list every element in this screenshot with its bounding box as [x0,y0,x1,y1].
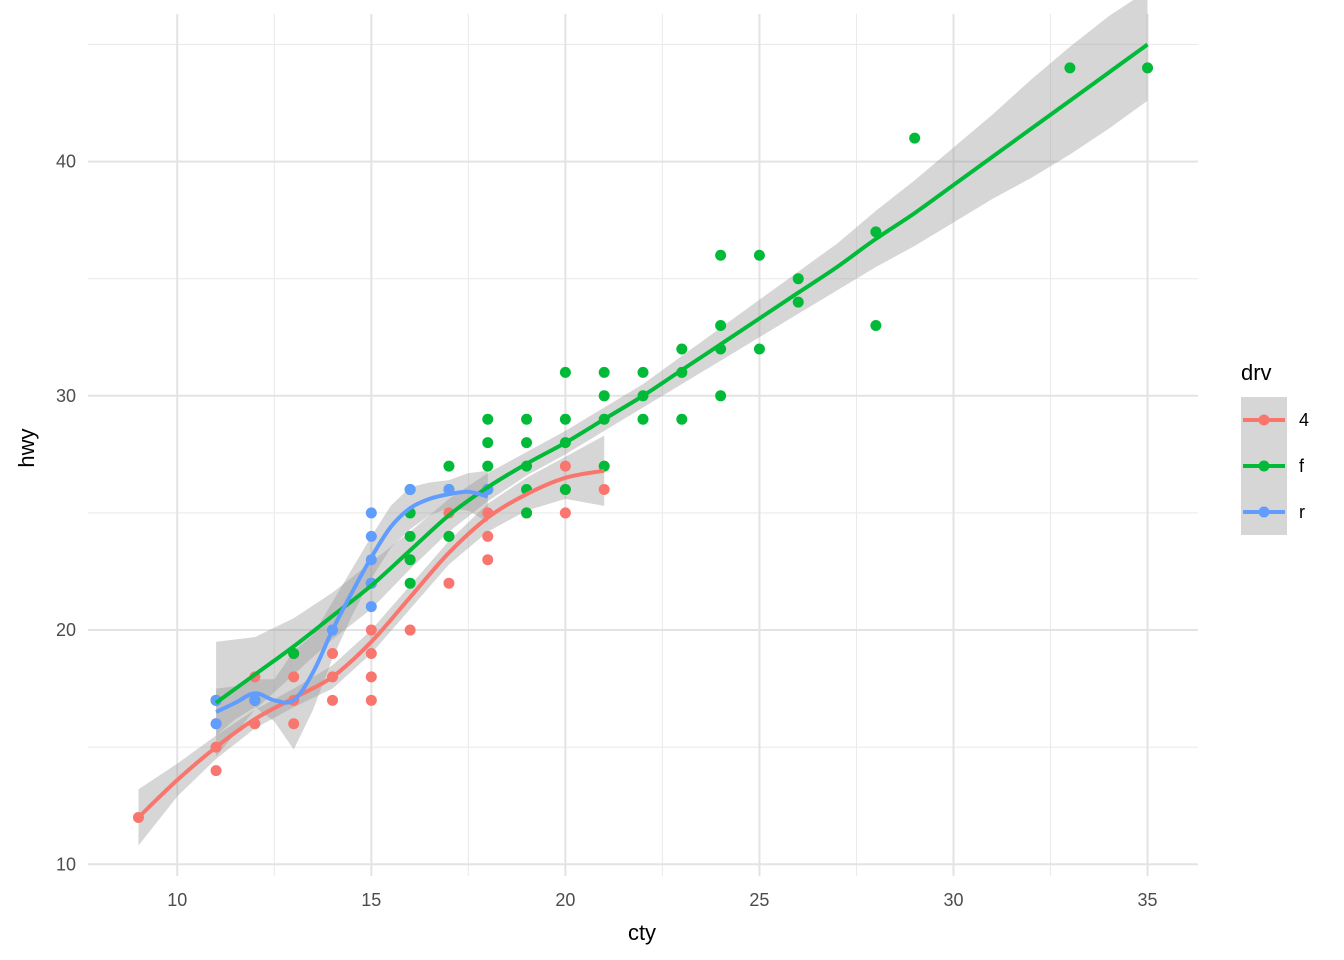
data-point-4 [327,694,339,706]
data-point-f [559,413,571,425]
legend-point-4 [1258,414,1270,426]
data-point-4 [210,765,222,777]
x-axis-title: cty [628,920,656,945]
data-point-f [637,366,649,378]
data-point-f [482,437,494,449]
data-point-4 [482,530,494,542]
data-point-4 [288,671,300,683]
data-point-f [715,249,727,261]
data-point-f [521,413,533,425]
data-point-r [365,530,377,542]
data-point-f [792,296,804,308]
legend-label-r: r [1299,502,1305,522]
y-tick-label: 10 [56,854,76,874]
data-point-r [365,507,377,519]
data-point-4 [365,694,377,706]
data-point-4 [443,577,455,589]
data-point-f [715,390,727,402]
data-point-f [482,460,494,472]
data-point-f [559,366,571,378]
data-point-f [443,460,455,472]
y-tick-label: 20 [56,620,76,640]
legend-label-4: 4 [1299,410,1309,430]
legend-label-f: f [1299,456,1305,476]
y-axis-tick-labels: 10 20 30 40 [56,152,76,875]
y-tick-label: 40 [56,152,76,172]
data-point-f [598,366,610,378]
data-point-f [404,530,416,542]
data-point-4 [327,647,339,659]
data-point-4 [559,460,571,472]
data-point-4 [288,718,300,730]
y-tick-label: 30 [56,386,76,406]
y-axis-title: hwy [14,428,39,467]
data-point-f [753,249,765,261]
confidence-band-r [216,470,488,750]
legend-point-f [1258,460,1270,472]
legend-point-r [1258,506,1270,518]
data-point-f [792,273,804,285]
data-point-f [637,413,649,425]
data-point-4 [365,624,377,636]
data-point-f [753,343,765,355]
data-point-r [210,718,222,730]
x-tick-label: 15 [361,890,381,910]
x-tick-label: 35 [1138,890,1158,910]
data-point-f [676,413,688,425]
data-point-4 [598,484,610,496]
smooth-lines [137,42,1149,819]
data-point-f [715,320,727,332]
data-point-f [1064,62,1076,74]
data-point-f [443,530,455,542]
data-point-f [909,132,921,144]
confidence-band-f [216,0,1148,757]
data-point-f [676,343,688,355]
data-point-f [1142,62,1154,74]
data-point-r [404,484,416,496]
minor-gridlines [88,14,1198,876]
data-point-4 [365,671,377,683]
data-point-f [598,460,610,472]
legend-title: drv [1241,360,1272,385]
data-point-4 [482,554,494,566]
x-tick-label: 25 [749,890,769,910]
x-axis-tick-labels: 10 15 20 25 30 35 [167,890,1157,910]
data-point-f [870,320,882,332]
data-point-f [598,390,610,402]
data-point-f [404,577,416,589]
x-tick-label: 20 [555,890,575,910]
x-tick-label: 30 [943,890,963,910]
data-point-r [249,694,261,706]
data-point-r [365,601,377,613]
data-point-f [521,507,533,519]
x-tick-label: 10 [167,890,187,910]
smooth-line-r [215,489,489,714]
data-point-4 [404,624,416,636]
data-point-f [404,554,416,566]
legend: drv 4 f r [1241,360,1309,535]
data-point-4 [365,647,377,659]
data-point-f [521,437,533,449]
data-point-f [870,226,882,238]
smooth-line-f [214,42,1149,705]
smooth-line-4 [137,468,605,819]
data-point-f [482,413,494,425]
data-point-4 [559,507,571,519]
data-point-f [559,484,571,496]
